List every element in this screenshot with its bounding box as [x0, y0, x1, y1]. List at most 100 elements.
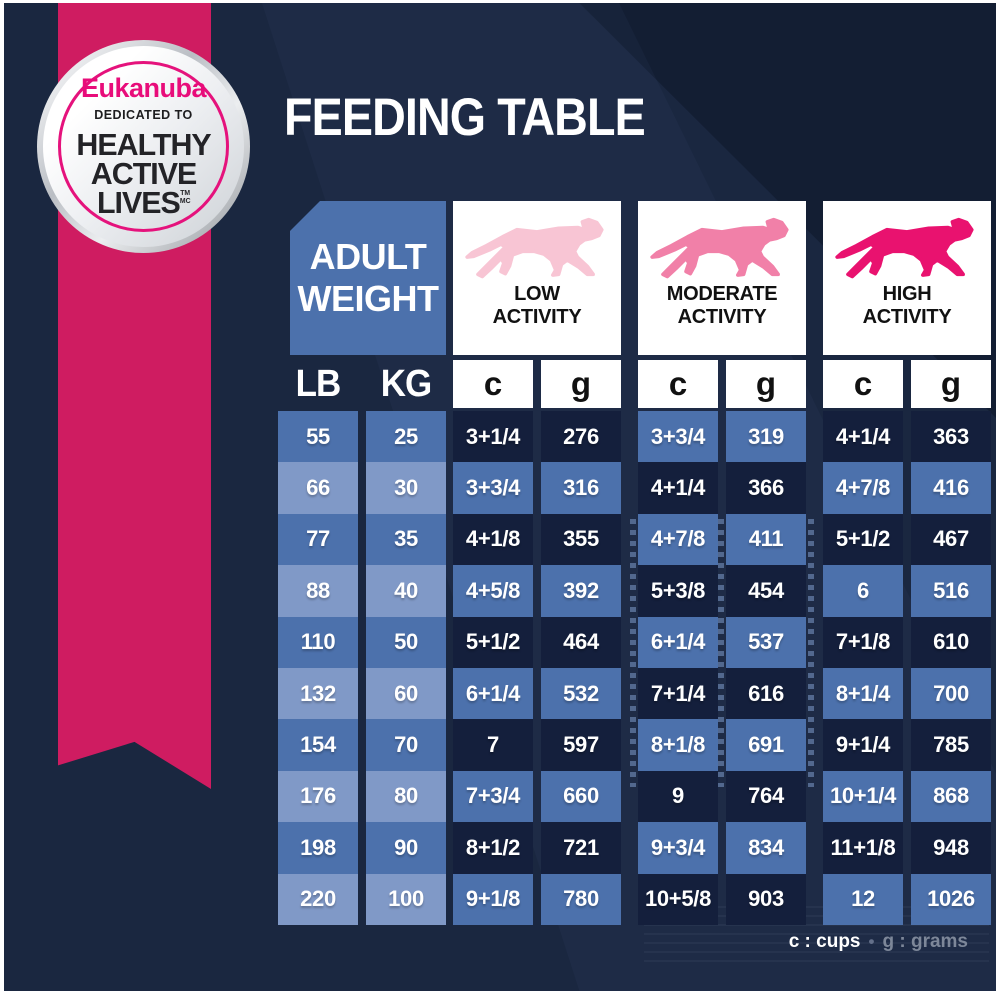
cell-kg: 25 [366, 411, 446, 463]
running-dog-icon [835, 217, 974, 279]
cell-high-grams: 610 [911, 616, 991, 668]
cell-low-cups: 7+3/4 [453, 770, 533, 823]
activity-label-line2: ACTIVITY [492, 306, 582, 328]
unit-header-row: LB KG c g c g c g [278, 360, 991, 408]
cell-lb: 154 [278, 719, 358, 771]
running-dog-icon [465, 217, 604, 279]
cell-high-grams: 700 [911, 667, 991, 720]
cell-moderate-cups: 3+3/4 [638, 411, 718, 463]
cell-kg: 80 [366, 770, 446, 823]
cell-low-cups: 4+5/8 [453, 565, 533, 617]
cell-kg: 40 [366, 565, 446, 617]
cell-kg: 30 [366, 462, 446, 514]
adult-weight-line1: ADULT [309, 235, 427, 277]
cell-low-grams: 597 [541, 719, 621, 771]
cell-moderate-grams: 319 [726, 411, 806, 463]
badge-headline-3-text: LIVES [96, 185, 181, 221]
cell-lb: 198 [278, 822, 358, 874]
brand-wordmark: Eukanuba [80, 73, 207, 104]
badge-text: Eukanuba DEDICATED TO HEALTHY ACTIVE LIV… [75, 73, 212, 221]
cell-moderate-grams: 616 [726, 667, 806, 720]
table-row: 198 90 8+1/2 721 9+3/4 834 11+1/8 948 [278, 822, 991, 874]
cell-low-cups: 6+1/4 [453, 667, 533, 720]
column-header-kg: KG [380, 362, 433, 405]
activity-label-line1: MODERATE [666, 283, 778, 305]
adult-weight-header: ADULT WEIGHT [290, 201, 446, 355]
cell-low-cups: 8+1/2 [453, 822, 533, 874]
cell-lb: 88 [278, 565, 358, 617]
cell-low-grams: 276 [541, 411, 621, 463]
column-header-low-grams: g [541, 360, 621, 408]
page-background: Eukanuba DEDICATED TO HEALTHY ACTIVE LIV… [4, 3, 996, 991]
badge-tagline: DEDICATED TO [94, 108, 193, 123]
table-row: 77 35 4+1/8 355 4+7/8 411 5+1/2 467 [278, 513, 991, 566]
cell-moderate-grams: 764 [726, 770, 806, 823]
table-row: 154 70 7 597 8+1/8 691 9+1/4 785 [278, 719, 991, 771]
cell-moderate-cups: 4+1/4 [638, 462, 718, 514]
dotted-separator [718, 519, 724, 787]
table-row: 176 80 7+3/4 660 9 764 10+1/4 868 [278, 770, 991, 823]
cell-moderate-cups: 6+1/4 [638, 616, 718, 668]
cell-moderate-grams: 411 [726, 513, 806, 566]
trademark-symbols: TM MC [180, 190, 191, 205]
badge-headline-3: LIVES TM MC [96, 185, 191, 221]
cell-moderate-grams: 691 [726, 719, 806, 771]
cell-high-grams: 868 [911, 770, 991, 823]
activity-label-line1: HIGH [882, 283, 932, 305]
cell-lb: 55 [278, 411, 358, 463]
cell-moderate-grams: 454 [726, 565, 806, 617]
table-row: 88 40 4+5/8 392 5+3/8 454 6 516 [278, 565, 991, 617]
cell-low-grams: 355 [541, 513, 621, 566]
cell-kg: 60 [366, 667, 446, 720]
cell-high-cups: 5+1/2 [823, 513, 903, 566]
cell-moderate-cups: 10+5/8 [638, 873, 718, 925]
column-header-moderate-grams: g [726, 360, 806, 408]
badge-pink-ring [58, 61, 229, 232]
cell-moderate-grams: 903 [726, 873, 806, 925]
cell-high-cups: 11+1/8 [823, 822, 903, 874]
cell-lb: 220 [278, 873, 358, 925]
table-row: 132 60 6+1/4 532 7+1/4 616 8+1/4 700 [278, 667, 991, 720]
cell-kg: 70 [366, 719, 446, 771]
table-header-band: ADULT WEIGHT LOW ACTIVITY MODERATE [278, 201, 991, 355]
column-header-moderate-cups: c [638, 360, 718, 408]
cell-high-cups: 4+7/8 [823, 462, 903, 514]
column-header-low-cups: c [453, 360, 533, 408]
legend-cups: c : cups [788, 931, 861, 952]
cell-low-cups: 5+1/2 [453, 616, 533, 668]
cell-high-cups: 9+1/4 [823, 719, 903, 771]
cell-high-cups: 8+1/4 [823, 667, 903, 720]
cell-moderate-cups: 9 [638, 770, 718, 823]
column-header-high-cups: c [823, 360, 903, 408]
cell-kg: 50 [366, 616, 446, 668]
cell-high-grams: 363 [911, 411, 991, 463]
column-group-high-activity: HIGH ACTIVITY [823, 201, 991, 355]
cell-low-grams: 392 [541, 565, 621, 617]
cell-high-grams: 416 [911, 462, 991, 514]
cell-high-cups: 12 [823, 873, 903, 925]
cell-high-cups: 7+1/8 [823, 616, 903, 668]
cell-kg: 35 [366, 513, 446, 566]
cell-kg: 90 [366, 822, 446, 874]
column-header-lb: LB [295, 362, 342, 405]
running-dog-icon [650, 217, 789, 279]
page-title: FEEDING TABLE [284, 88, 646, 147]
column-group-moderate-activity: MODERATE ACTIVITY [638, 201, 806, 355]
eukanuba-badge: Eukanuba DEDICATED TO HEALTHY ACTIVE LIV… [37, 40, 250, 253]
adult-weight-line2: WEIGHT [297, 278, 439, 319]
feeding-table: ADULT WEIGHT LOW ACTIVITY MODERATE [278, 201, 991, 925]
cell-low-cups: 7 [453, 719, 533, 771]
cell-high-cups: 10+1/4 [823, 770, 903, 823]
cell-low-cups: 3+1/4 [453, 411, 533, 463]
cell-low-grams: 721 [541, 822, 621, 874]
dotted-separator [808, 519, 814, 787]
trademark-fr: MC [179, 198, 191, 206]
column-header-high-grams: g [911, 360, 991, 408]
activity-label-line2: ACTIVITY [677, 306, 767, 328]
cell-low-grams: 660 [541, 770, 621, 823]
cell-moderate-grams: 834 [726, 822, 806, 874]
badge-headline-1: HEALTHY [76, 126, 211, 162]
badge-headline-2: ACTIVE [90, 156, 198, 192]
cell-low-grams: 316 [541, 462, 621, 514]
cell-kg: 100 [366, 873, 446, 925]
